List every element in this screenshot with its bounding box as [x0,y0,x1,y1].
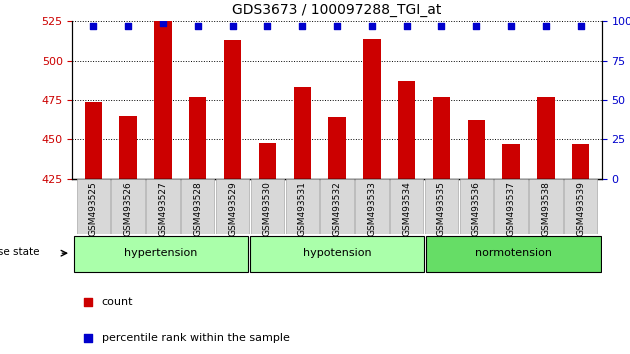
Text: GSM493538: GSM493538 [541,182,551,236]
Text: GSM493533: GSM493533 [367,182,376,236]
Bar [433,97,450,179]
Text: GSM493529: GSM493529 [228,182,237,236]
Point [227,23,238,29]
Point [123,23,133,29]
Text: disease state: disease state [0,247,40,257]
Point [476,166,486,172]
Text: hypotension: hypotension [303,248,371,258]
FancyBboxPatch shape [425,179,458,234]
Point [437,23,447,29]
Text: GSM493535: GSM493535 [437,182,446,236]
Point [506,23,516,29]
Point [471,23,481,29]
Point [88,23,98,29]
Point [193,23,203,29]
Point [262,23,272,29]
Point [367,23,377,29]
FancyBboxPatch shape [112,179,145,234]
Point [576,23,586,29]
FancyBboxPatch shape [495,179,528,234]
Bar [502,144,520,179]
Text: normotension: normotension [475,248,552,258]
Bar [294,87,311,179]
Text: hypertension: hypertension [124,248,197,258]
Text: percentile rank within the sample: percentile rank within the sample [101,333,289,343]
Text: GSM493531: GSM493531 [298,182,307,236]
Text: GSM493532: GSM493532 [333,182,341,236]
FancyBboxPatch shape [320,179,354,234]
FancyBboxPatch shape [390,179,423,234]
FancyBboxPatch shape [181,179,214,234]
Title: GDS3673 / 100097288_TGI_at: GDS3673 / 100097288_TGI_at [232,4,442,17]
FancyBboxPatch shape [146,179,180,234]
Bar [154,21,171,179]
Text: GSM493534: GSM493534 [402,182,411,236]
FancyBboxPatch shape [216,179,249,234]
Point [297,23,307,29]
FancyBboxPatch shape [529,179,563,234]
Text: GSM493536: GSM493536 [472,182,481,236]
FancyBboxPatch shape [460,179,493,234]
Text: GSM493525: GSM493525 [89,182,98,236]
Point [158,20,168,25]
Bar [363,39,381,179]
Bar [259,143,276,179]
Text: GSM493526: GSM493526 [123,182,133,236]
FancyBboxPatch shape [427,236,600,272]
Text: GSM493530: GSM493530 [263,182,272,236]
FancyBboxPatch shape [564,179,597,234]
Bar [189,97,207,179]
Text: GSM493528: GSM493528 [193,182,202,236]
FancyBboxPatch shape [74,236,248,272]
Point [541,23,551,29]
Text: count: count [101,297,133,307]
Text: GSM493527: GSM493527 [159,182,168,236]
FancyBboxPatch shape [355,179,389,234]
FancyBboxPatch shape [285,179,319,234]
Bar [467,120,485,179]
Point [332,23,342,29]
Bar [398,81,415,179]
Bar [328,117,346,179]
Bar [84,102,102,179]
Bar [572,144,590,179]
Text: GSM493537: GSM493537 [507,182,515,236]
Bar [537,97,554,179]
Text: GSM493539: GSM493539 [576,182,585,236]
FancyBboxPatch shape [250,236,424,272]
FancyBboxPatch shape [251,179,284,234]
Bar [224,40,241,179]
FancyBboxPatch shape [77,179,110,234]
Bar [120,116,137,179]
Point [402,23,412,29]
